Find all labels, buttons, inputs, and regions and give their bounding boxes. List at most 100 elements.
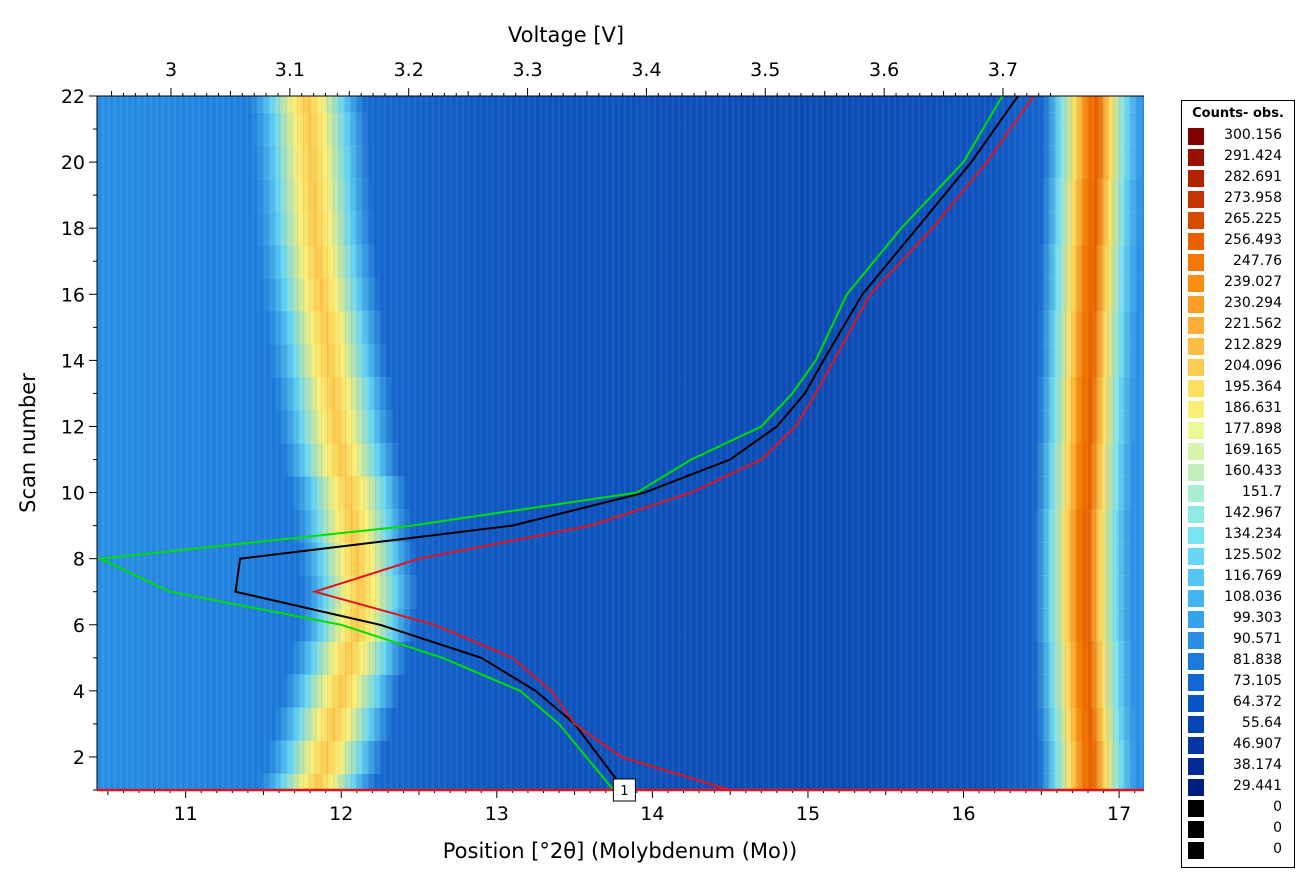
y-tick-label: 18 bbox=[61, 218, 85, 240]
legend-swatch bbox=[1188, 569, 1204, 586]
legend-entry: 247.76 bbox=[1182, 252, 1294, 273]
legend-entry: 0 bbox=[1182, 840, 1294, 861]
legend-swatch bbox=[1188, 485, 1204, 502]
y-axis-title: Scan number bbox=[16, 373, 40, 513]
top-tick-label: 3.6 bbox=[869, 59, 899, 81]
legend-label: 73.105 bbox=[1233, 673, 1282, 689]
legend-entry: 273.958 bbox=[1182, 189, 1294, 210]
top-tick-label: 3.1 bbox=[275, 59, 305, 81]
legend-label: 125.502 bbox=[1224, 547, 1282, 563]
legend-label: 29.441 bbox=[1233, 778, 1282, 794]
legend-label: 38.174 bbox=[1233, 757, 1282, 773]
legend-swatch bbox=[1188, 464, 1204, 481]
x-tick-label: 14 bbox=[640, 803, 664, 825]
legend-entry: 73.105 bbox=[1182, 672, 1294, 693]
legend-label: 169.165 bbox=[1224, 442, 1282, 458]
legend-entry: 134.234 bbox=[1182, 525, 1294, 546]
legend-entry: 195.364 bbox=[1182, 378, 1294, 399]
top-axis-title: Voltage [V] bbox=[508, 23, 624, 47]
legend-swatch bbox=[1188, 254, 1204, 271]
legend-entry: 177.898 bbox=[1182, 420, 1294, 441]
legend-swatch bbox=[1188, 338, 1204, 355]
legend-label: 134.234 bbox=[1224, 526, 1282, 542]
x-tick-label: 12 bbox=[329, 803, 353, 825]
legend-swatch bbox=[1188, 149, 1204, 166]
legend-swatch bbox=[1188, 317, 1204, 334]
y-tick-label: 6 bbox=[73, 615, 85, 637]
legend-entry: 212.829 bbox=[1182, 336, 1294, 357]
top-tick-label: 3.4 bbox=[631, 59, 661, 81]
legend-swatch bbox=[1188, 275, 1204, 292]
legend-swatch bbox=[1188, 296, 1204, 313]
legend-label: 0 bbox=[1273, 799, 1282, 815]
legend-label: 230.294 bbox=[1224, 295, 1282, 311]
legend-entry: 239.027 bbox=[1182, 273, 1294, 294]
legend-swatch bbox=[1188, 422, 1204, 439]
legend-entry: 125.502 bbox=[1182, 546, 1294, 567]
y-tick-label: 12 bbox=[61, 416, 85, 438]
series-line-3 bbox=[311, 96, 1035, 790]
scan-marker[interactable] bbox=[612, 778, 636, 802]
legend-label: 55.64 bbox=[1241, 715, 1282, 731]
legend-label: 300.156 bbox=[1224, 127, 1282, 143]
legend-swatch bbox=[1188, 653, 1204, 670]
legend-swatch bbox=[1188, 401, 1204, 418]
legend-entry: 81.838 bbox=[1182, 651, 1294, 672]
y-tick-label: 14 bbox=[61, 350, 85, 372]
legend-label: 99.303 bbox=[1233, 610, 1282, 626]
legend-label: 151.7 bbox=[1241, 484, 1282, 500]
legend-entry: 300.156 bbox=[1182, 126, 1294, 147]
legend-swatch bbox=[1188, 800, 1204, 817]
x-tick-label: 15 bbox=[796, 803, 820, 825]
x-tick-label: 16 bbox=[951, 803, 975, 825]
legend-swatch bbox=[1188, 779, 1204, 796]
legend-swatch bbox=[1188, 590, 1204, 607]
legend-entries: 300.156 291.424 282.691 273.958 265.225 256.4… bbox=[1182, 126, 1294, 861]
legend-entry: 291.424 bbox=[1182, 147, 1294, 168]
legend-label: 116.769 bbox=[1224, 568, 1282, 584]
legend-entry: 0 bbox=[1182, 798, 1294, 819]
legend-entry: 160.433 bbox=[1182, 462, 1294, 483]
y-tick-label: 16 bbox=[61, 284, 85, 306]
legend-swatch bbox=[1188, 212, 1204, 229]
legend-label: 0 bbox=[1273, 841, 1282, 857]
legend-label: 46.907 bbox=[1233, 736, 1282, 752]
legend-entry: 256.493 bbox=[1182, 231, 1294, 252]
legend-swatch bbox=[1188, 548, 1204, 565]
legend-swatch bbox=[1188, 842, 1204, 859]
legend-label: 256.493 bbox=[1224, 232, 1282, 248]
y-tick-label: 8 bbox=[73, 549, 85, 571]
series-line-2 bbox=[234, 96, 1019, 790]
legend-entry: 108.036 bbox=[1182, 588, 1294, 609]
y-tick-label: 2 bbox=[73, 747, 85, 769]
legend-entry: 221.562 bbox=[1182, 315, 1294, 336]
legend-entry: 46.907 bbox=[1182, 735, 1294, 756]
legend-entry: 64.372 bbox=[1182, 693, 1294, 714]
legend-label: 212.829 bbox=[1224, 337, 1282, 353]
top-tick-label: 3 bbox=[165, 59, 177, 81]
scan-marker-label: 1 bbox=[620, 784, 628, 799]
legend-label: 265.225 bbox=[1224, 211, 1282, 227]
legend-entry: 0 bbox=[1182, 819, 1294, 840]
legend-entry: 169.165 bbox=[1182, 441, 1294, 462]
legend-label: 177.898 bbox=[1224, 421, 1282, 437]
legend-entry: 186.631 bbox=[1182, 399, 1294, 420]
legend-entry: 29.441 bbox=[1182, 777, 1294, 798]
y-tick-label: 20 bbox=[61, 152, 85, 174]
legend-title: Counts- obs. bbox=[1192, 106, 1284, 121]
legend-label: 108.036 bbox=[1224, 589, 1282, 605]
legend-swatch bbox=[1188, 170, 1204, 187]
legend-label: 247.76 bbox=[1233, 253, 1282, 269]
top-tick-label: 3.7 bbox=[988, 59, 1018, 81]
legend-label: 0 bbox=[1273, 820, 1282, 836]
legend: Counts- obs. 300.156 291.424 282.691 273.95… bbox=[1181, 100, 1295, 868]
legend-label: 221.562 bbox=[1224, 316, 1282, 332]
legend-entry: 38.174 bbox=[1182, 756, 1294, 777]
y-tick-label: 4 bbox=[73, 681, 85, 703]
top-tick-label: 3.3 bbox=[512, 59, 542, 81]
legend-swatch bbox=[1188, 359, 1204, 376]
legend-label: 186.631 bbox=[1224, 400, 1282, 416]
legend-swatch bbox=[1188, 695, 1204, 712]
legend-entry: 265.225 bbox=[1182, 210, 1294, 231]
